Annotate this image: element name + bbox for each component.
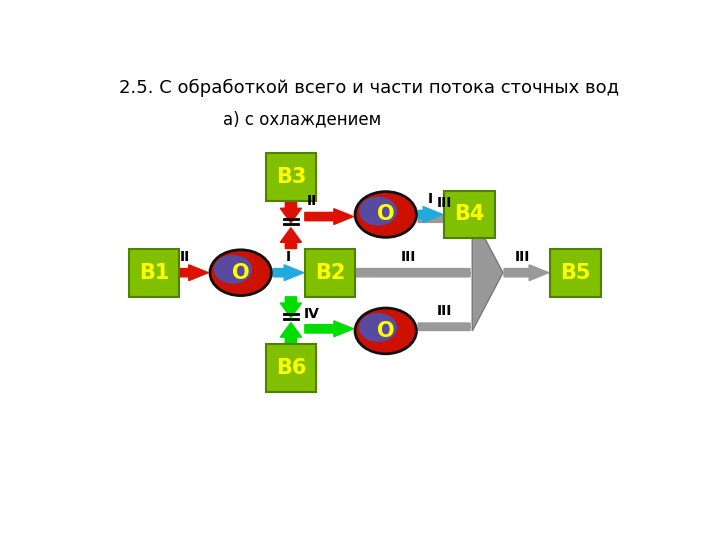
FancyArrow shape — [305, 321, 354, 337]
Circle shape — [355, 308, 416, 354]
Text: B5: B5 — [560, 262, 590, 283]
Text: III: III — [436, 197, 452, 210]
FancyArrow shape — [273, 265, 304, 281]
Text: I: I — [428, 192, 433, 206]
Polygon shape — [472, 214, 503, 331]
FancyBboxPatch shape — [266, 345, 316, 392]
Text: О: О — [232, 262, 249, 283]
FancyBboxPatch shape — [305, 249, 355, 296]
FancyArrow shape — [504, 265, 549, 281]
Text: III: III — [515, 250, 530, 264]
FancyArrow shape — [179, 265, 208, 281]
Text: III: III — [400, 250, 415, 264]
Text: B6: B6 — [276, 359, 306, 379]
Text: B3: B3 — [276, 167, 306, 187]
Text: I: I — [286, 250, 291, 264]
Text: а) с охлаждением: а) с охлаждением — [223, 111, 381, 129]
FancyBboxPatch shape — [550, 249, 600, 296]
Text: B1: B1 — [139, 262, 169, 283]
FancyArrow shape — [418, 215, 471, 222]
Text: B4: B4 — [454, 205, 485, 225]
Text: О: О — [377, 321, 395, 341]
FancyArrow shape — [305, 208, 354, 225]
FancyBboxPatch shape — [444, 191, 495, 238]
FancyArrow shape — [280, 201, 302, 223]
Text: II: II — [180, 250, 190, 264]
Circle shape — [360, 197, 397, 225]
FancyArrow shape — [280, 297, 302, 318]
Circle shape — [215, 255, 251, 283]
FancyArrow shape — [418, 207, 443, 222]
Text: IV: IV — [304, 307, 320, 321]
FancyBboxPatch shape — [129, 249, 179, 296]
FancyArrow shape — [280, 228, 302, 248]
Circle shape — [355, 192, 416, 238]
Text: О: О — [377, 205, 395, 225]
FancyArrow shape — [280, 322, 302, 343]
Text: II: II — [307, 194, 318, 208]
Circle shape — [210, 250, 271, 295]
Text: III: III — [436, 305, 452, 319]
Text: B2: B2 — [315, 262, 345, 283]
Text: 2.5. С обработкой всего и части потока сточных вод: 2.5. С обработкой всего и части потока с… — [119, 78, 619, 97]
FancyArrow shape — [356, 268, 471, 277]
Circle shape — [360, 314, 397, 341]
FancyArrow shape — [418, 323, 471, 330]
FancyBboxPatch shape — [266, 153, 316, 201]
